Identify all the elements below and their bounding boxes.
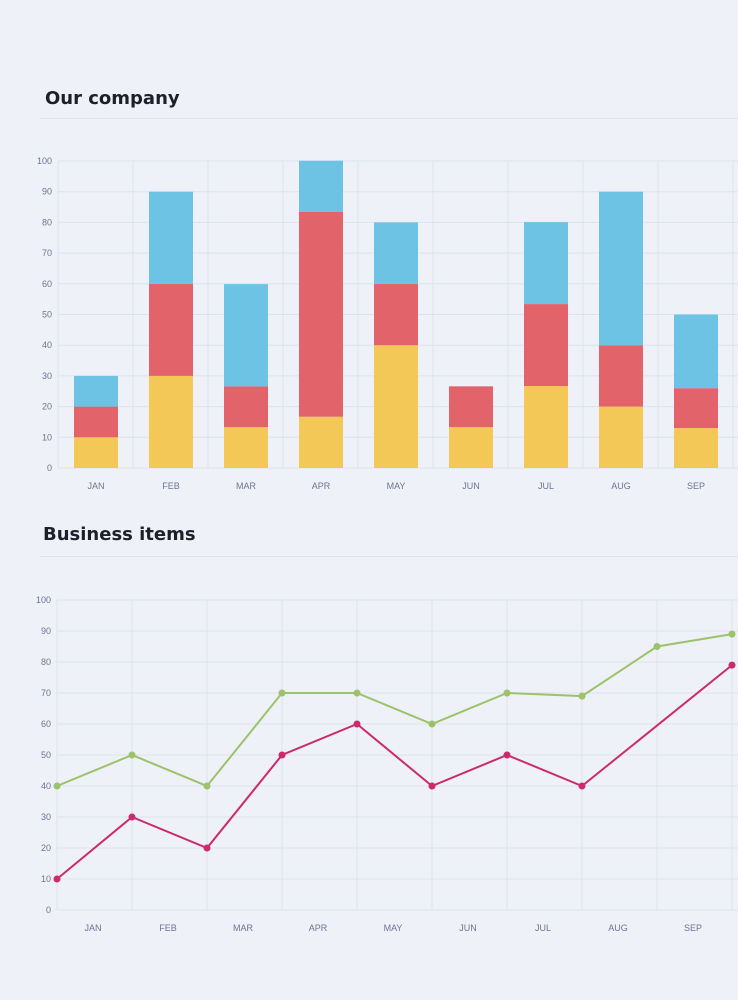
point-magenta (53, 875, 61, 883)
y-tick-label: 80 (42, 217, 52, 227)
bar-segment-red (674, 388, 718, 429)
y-tick-label: 10 (42, 432, 52, 442)
x-tick-label: MAR (236, 481, 257, 491)
point-magenta (428, 782, 436, 790)
y-tick-label: 50 (42, 310, 52, 320)
point-green (653, 643, 661, 650)
y-tick-label: 20 (41, 843, 51, 853)
x-tick-label: MAY (384, 923, 403, 933)
point-green (428, 720, 436, 728)
x-tick-label: JUL (535, 923, 551, 933)
point-green (53, 782, 61, 790)
y-tick-label: 30 (41, 812, 51, 822)
point-green (503, 689, 511, 697)
line-chart-title: Business items (43, 524, 196, 545)
y-tick-label: 90 (42, 187, 52, 197)
bar-segment-red (374, 283, 418, 346)
y-tick-label: 40 (41, 781, 51, 791)
x-tick-label: MAY (387, 481, 406, 491)
y-tick-label: 20 (42, 402, 52, 412)
y-tick-label: 10 (41, 874, 51, 884)
line-magenta (56, 664, 733, 880)
y-tick-label: 40 (42, 340, 52, 350)
point-magenta (353, 720, 361, 728)
x-tick-label: SEP (687, 481, 705, 491)
y-tick-label: 70 (42, 248, 52, 258)
point-magenta (128, 813, 136, 821)
title-divider (40, 118, 738, 119)
bar-segment-yellow (374, 345, 418, 468)
y-tick-label: 0 (46, 905, 51, 915)
x-tick-label: MAR (233, 923, 254, 933)
point-magenta (578, 782, 586, 790)
point-green (728, 630, 736, 638)
bar-segment-yellow (674, 428, 718, 468)
bar-segment-blue (299, 160, 343, 212)
bar-segment-red (524, 304, 568, 387)
bar-segment-blue (74, 375, 118, 407)
y-tick-label: 80 (41, 657, 51, 667)
point-magenta (203, 844, 211, 852)
bar-segment-red (224, 386, 268, 428)
point-magenta (728, 661, 736, 669)
y-tick-label: 100 (36, 595, 51, 605)
x-tick-label: AUG (608, 923, 628, 933)
bar-segment-yellow (149, 375, 193, 468)
bar-segment-blue (374, 222, 418, 284)
x-tick-label: APR (312, 481, 331, 491)
x-tick-label: FEB (162, 481, 180, 491)
bar-segment-blue (674, 314, 718, 389)
point-magenta (278, 751, 286, 759)
line-green (56, 633, 733, 788)
title-divider (40, 556, 738, 557)
y-tick-label: 100 (37, 156, 52, 166)
bar-segment-red (149, 283, 193, 376)
point-green (578, 692, 586, 700)
x-tick-label: SEP (684, 923, 702, 933)
bar-segment-blue (149, 191, 193, 284)
y-tick-label: 0 (47, 463, 52, 473)
bar-segment-blue (599, 191, 643, 346)
y-tick-label: 30 (42, 371, 52, 381)
y-tick-label: 60 (42, 279, 52, 289)
x-tick-label: FEB (159, 923, 177, 933)
bar-segment-yellow (524, 386, 568, 468)
bar-segment-blue (224, 284, 268, 387)
bar-segment-red (599, 345, 643, 407)
bar-segment-yellow (299, 416, 343, 468)
bar-segment-yellow (74, 437, 118, 468)
point-green (278, 689, 286, 697)
x-tick-label: JAN (84, 923, 101, 933)
bar-segment-yellow (449, 427, 493, 468)
y-tick-label: 70 (41, 688, 51, 698)
bar-segment-yellow (599, 406, 643, 468)
x-tick-label: JUN (459, 923, 477, 933)
bar-segment-red (74, 406, 118, 438)
x-tick-label: APR (309, 923, 328, 933)
y-tick-label: 60 (41, 719, 51, 729)
point-green (203, 782, 211, 790)
bar-segment-red (449, 386, 493, 428)
bar-segment-red (299, 211, 343, 417)
bar-segment-yellow (224, 427, 268, 468)
point-magenta (503, 751, 511, 759)
x-tick-label: JUN (462, 481, 480, 491)
x-tick-label: AUG (611, 481, 631, 491)
x-tick-label: JUL (538, 481, 554, 491)
bar-segment-blue (524, 222, 568, 305)
point-green (353, 689, 361, 697)
y-tick-label: 90 (41, 626, 51, 636)
point-green (128, 751, 136, 759)
y-tick-label: 50 (41, 750, 51, 760)
x-tick-label: JAN (87, 481, 104, 491)
bar-chart-title: Our company (45, 88, 180, 109)
